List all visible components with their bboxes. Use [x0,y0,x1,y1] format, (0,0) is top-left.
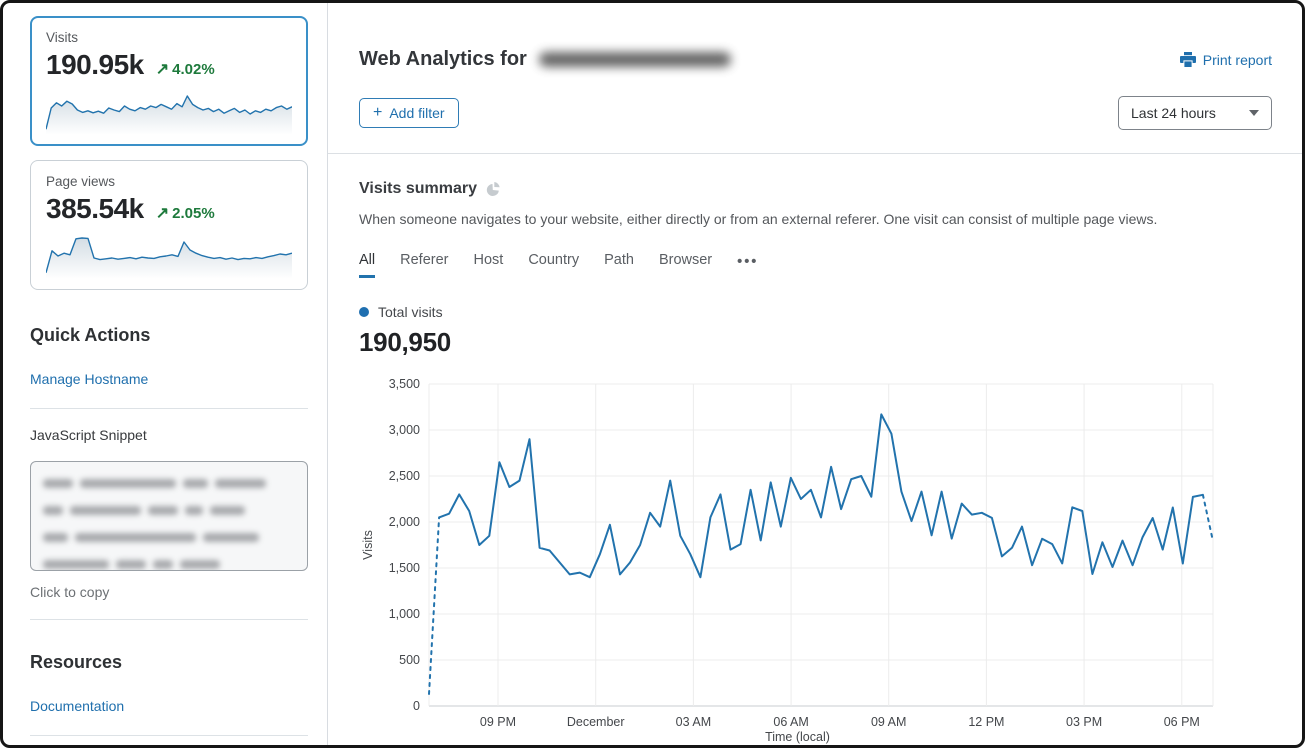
svg-text:2,000: 2,000 [389,515,420,529]
sidebar: Visits 190.95k ↗ 4.02% Page views 385.54k… [30,16,308,736]
visits-summary-description: When someone navigates to your website, … [359,211,1158,227]
chart-legend: Total visits [359,304,1272,320]
main-panel: Web Analytics for Print report + Add fil… [327,3,1302,745]
legend-label: Total visits [378,304,443,320]
svg-text:03 AM: 03 AM [676,715,711,729]
divider [30,408,308,409]
blurred-code-line [43,502,295,520]
print-report-link[interactable]: Print report [1179,52,1272,68]
javascript-snippet-box[interactable] [30,461,308,571]
svg-text:Time (local): Time (local) [765,730,830,744]
blurred-code-line [43,475,295,493]
svg-text:12 PM: 12 PM [968,715,1004,729]
more-tabs-icon[interactable]: ••• [737,253,759,270]
svg-text:09 AM: 09 AM [871,715,906,729]
svg-text:500: 500 [399,653,420,667]
pageviews-stat-card[interactable]: Page views 385.54k ↗ 2.05% [30,160,308,290]
quick-actions-heading: Quick Actions [30,325,151,345]
tab-browser[interactable]: Browser [658,252,713,268]
add-filter-button[interactable]: + Add filter [359,98,459,128]
visits-line-chart: 0 500 1,000 1,500 2,000 2,500 3,000 3,500 09 PM D… [359,376,1272,746]
svg-text:1,500: 1,500 [389,561,420,575]
tab-referer[interactable]: Referer [400,252,449,268]
svg-text:09 PM: 09 PM [480,715,516,729]
legend-dot-icon [359,307,369,317]
svg-text:06 PM: 06 PM [1164,715,1200,729]
pie-chart-icon [486,182,500,196]
visits-summary-heading: Visits summary [359,180,477,197]
click-to-copy-hint: Click to copy [30,584,110,600]
plus-icon: + [373,104,383,121]
time-range-value: Last 24 hours [1131,105,1216,121]
svg-text:2,500: 2,500 [389,469,420,483]
visits-card-label: Visits [46,30,79,45]
page-title: Web Analytics for [359,48,731,71]
svg-text:Visits: Visits [361,530,375,560]
tab-path[interactable]: Path [604,252,634,268]
trend-up-icon: ↗ [155,61,170,78]
divider [30,735,308,736]
tab-country[interactable]: Country [528,252,580,268]
blurred-code-line [43,556,295,570]
svg-text:3,000: 3,000 [389,423,420,437]
documentation-link[interactable]: Documentation [30,698,125,714]
pageviews-sparkline-chart [46,237,292,279]
visits-card-delta: ↗ 4.02% [155,61,215,78]
chevron-down-icon [1249,110,1259,116]
trend-up-icon: ↗ [155,205,170,222]
svg-text:06 AM: 06 AM [773,715,808,729]
pageviews-card-label: Page views [46,174,116,189]
svg-text:03 PM: 03 PM [1066,715,1102,729]
visits-summary-section: Visits summary When someone navigates to… [328,154,1302,746]
svg-text:0: 0 [413,699,420,713]
tab-all[interactable]: All [359,252,376,278]
visits-stat-card[interactable]: Visits 190.95k ↗ 4.02% [30,16,308,146]
time-range-dropdown[interactable]: Last 24 hours [1118,96,1272,130]
blurred-code-line [43,529,295,547]
resources-heading: Resources [30,652,123,672]
tab-host[interactable]: Host [473,252,504,268]
pageviews-card-delta: ↗ 2.05% [155,205,215,222]
pageviews-card-value: 385.54k [46,193,144,224]
total-visits-value: 190,950 [359,327,451,357]
svg-text:December: December [567,715,625,729]
visits-sparkline-chart [46,95,292,135]
printer-icon [1179,52,1196,67]
svg-text:3,500: 3,500 [389,377,420,391]
divider [30,619,308,620]
svg-text:1,000: 1,000 [389,607,420,621]
visits-card-value: 190.95k [46,49,144,80]
dimension-tabs: All Referer Host Country Path Browser ••… [359,252,1272,278]
manage-hostname-link[interactable]: Manage Hostname [30,371,149,387]
main-header: Web Analytics for Print report + Add fil… [328,3,1302,154]
javascript-snippet-label: JavaScript Snippet [30,427,147,443]
redacted-domain [538,52,731,67]
